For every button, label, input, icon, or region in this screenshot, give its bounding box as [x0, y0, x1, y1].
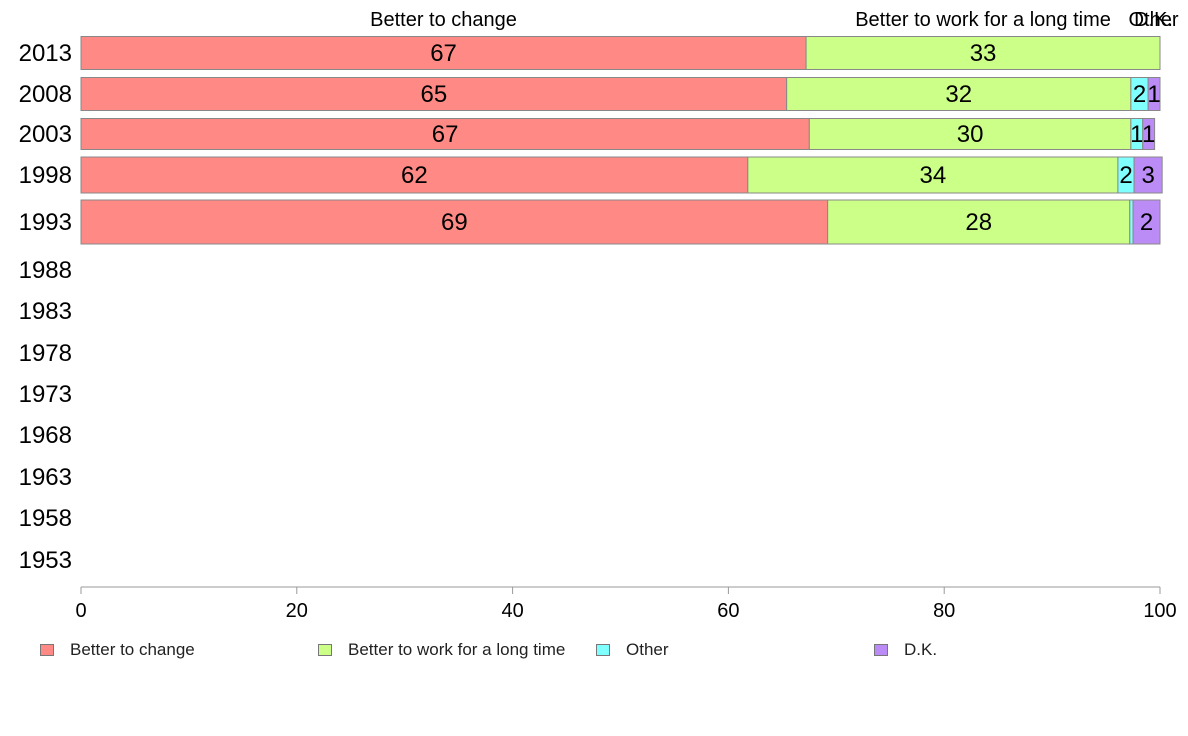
- y-tick-label-1958: 1958: [19, 505, 72, 532]
- x-tick-label-40: 40: [501, 600, 523, 622]
- top-label-d-k: D.K.: [1134, 9, 1173, 31]
- legend-item-better-to-work: Better to work for a long time: [318, 636, 565, 664]
- data-label-better-to-change-2003: 67: [432, 121, 459, 148]
- data-label-better-to-work-for-a-long-time-1993: 28: [965, 209, 992, 236]
- data-label-better-to-work-for-a-long-time-2003: 30: [957, 121, 984, 148]
- bar-segment-d-k-2003: [1142, 118, 1156, 150]
- legend-item-dk: D.K.: [874, 636, 937, 664]
- legend-swatch-better-to-work: [318, 644, 332, 656]
- data-label-d-k-2003: 1: [1142, 121, 1155, 148]
- y-tick-label-1983: 1983: [19, 298, 72, 325]
- x-tick-label-0: 0: [75, 600, 86, 622]
- legend-item-better-to-change: Better to change: [40, 636, 195, 664]
- top-label-better-to-work-for-a-long-time: Better to work for a long time: [855, 9, 1111, 31]
- bar-segment-d-k-2008: [1147, 77, 1161, 111]
- y-tick-label-1978: 1978: [19, 340, 72, 367]
- top-label-other: Other: [1129, 9, 1179, 31]
- y-tick-label-1968: 1968: [19, 422, 72, 449]
- data-label-better-to-change-1993: 69: [441, 209, 468, 236]
- y-tick-label-2003: 2003: [19, 121, 72, 148]
- legend-swatch-dk: [874, 644, 888, 656]
- bar-segment-better-to-change-1993: [80, 199, 829, 245]
- legend-swatch-other: [596, 644, 610, 656]
- y-tick-label-1993: 1993: [19, 209, 72, 236]
- bar-segment-d-k-1998: [1133, 156, 1163, 194]
- y-tick-label-1963: 1963: [19, 464, 72, 491]
- bar-segment-better-to-work-for-a-long-time-2013: [805, 36, 1161, 70]
- data-label-other-2003: 1: [1130, 121, 1143, 148]
- data-label-better-to-work-for-a-long-time-2008: 32: [945, 81, 972, 108]
- data-label-other-2008: 2: [1133, 81, 1146, 108]
- top-label-better-to-change: Better to change: [370, 9, 517, 31]
- bar-segment-better-to-work-for-a-long-time-1998: [747, 156, 1119, 194]
- data-label-d-k-2008: 1: [1147, 81, 1160, 108]
- x-tick-label-20: 20: [286, 600, 308, 622]
- data-label-d-k-1998: 3: [1141, 162, 1154, 189]
- x-tick-label-100: 100: [1143, 600, 1176, 622]
- data-label-better-to-work-for-a-long-time-2013: 33: [970, 40, 997, 67]
- legend-item-other: Other: [596, 636, 669, 664]
- bar-segment-better-to-change-2003: [80, 118, 810, 150]
- y-tick-label-1998: 1998: [19, 162, 72, 189]
- data-label-better-to-change-1998: 62: [401, 162, 428, 189]
- data-label-better-to-change-2013: 67: [430, 40, 457, 67]
- data-label-better-to-work-for-a-long-time-1998: 34: [920, 162, 947, 189]
- legend: Better to change Better to work for a lo…: [0, 636, 1188, 664]
- bar-segment-better-to-work-for-a-long-time-1993: [827, 199, 1131, 245]
- data-label-better-to-change-2008: 65: [420, 81, 447, 108]
- x-tick-label-80: 80: [933, 600, 955, 622]
- legend-label: Better to change: [70, 640, 195, 659]
- legend-label: Other: [626, 640, 669, 659]
- data-label-d-k-1993: 2: [1140, 209, 1153, 236]
- stacked-bar-chart: Better to change Better to work for a lon…: [19, 9, 1179, 622]
- bar-segment-d-k-1993: [1132, 199, 1161, 245]
- legend-label: Better to work for a long time: [348, 640, 566, 659]
- bar-segment-better-to-work-for-a-long-time-2003: [808, 118, 1132, 150]
- legend-swatch-better-to-change: [40, 644, 54, 656]
- y-tick-label-2013: 2013: [19, 40, 72, 67]
- y-tick-label-2008: 2008: [19, 81, 72, 108]
- y-tick-label-1988: 1988: [19, 257, 72, 284]
- data-label-other-1998: 2: [1119, 162, 1132, 189]
- legend-label: D.K.: [904, 640, 938, 659]
- x-tick-label-60: 60: [717, 600, 739, 622]
- y-tick-label-1973: 1973: [19, 381, 72, 408]
- y-tick-label-1953: 1953: [19, 547, 72, 574]
